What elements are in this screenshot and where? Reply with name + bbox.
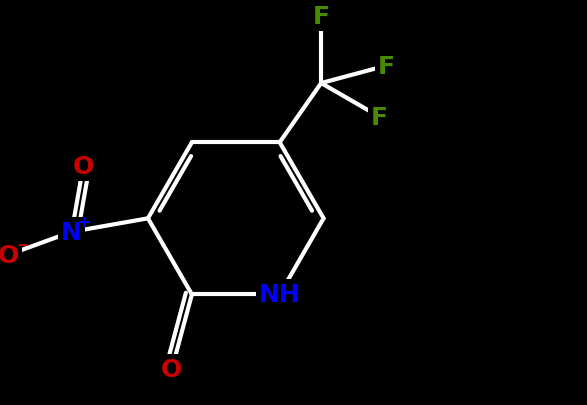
Text: O: O: [161, 357, 183, 381]
Text: N: N: [61, 220, 82, 244]
Text: F: F: [313, 5, 330, 29]
Text: −: −: [16, 237, 29, 252]
Text: F: F: [371, 105, 388, 129]
Text: O: O: [0, 243, 19, 267]
Text: NH: NH: [259, 283, 301, 307]
Text: F: F: [377, 55, 394, 79]
Text: O: O: [73, 154, 94, 178]
Text: +: +: [77, 214, 90, 229]
